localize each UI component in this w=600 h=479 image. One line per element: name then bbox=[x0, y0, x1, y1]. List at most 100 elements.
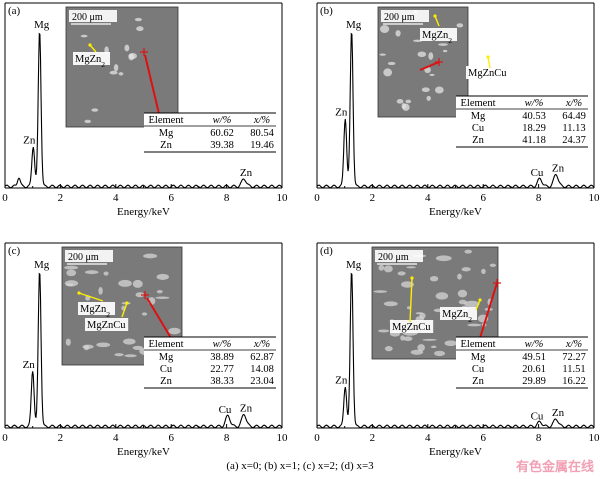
x-tick-label: 6 bbox=[480, 432, 486, 444]
table-cell: Mg bbox=[471, 352, 486, 363]
phase-label-box bbox=[78, 302, 115, 315]
grain-boundary-phase bbox=[64, 265, 79, 270]
grain-boundary-phase bbox=[406, 266, 416, 269]
x-tick-label: 8 bbox=[536, 432, 542, 444]
table-cell: Zn bbox=[160, 376, 172, 387]
grain-boundary-phase bbox=[383, 68, 393, 77]
table-cell: 41.18 bbox=[522, 135, 546, 146]
grain-boundary-phase bbox=[434, 86, 444, 94]
phase-arrow-head bbox=[125, 301, 129, 305]
grain-boundary-phase bbox=[103, 271, 109, 276]
phase-arrow bbox=[121, 302, 128, 318]
grain-boundary-phase bbox=[434, 350, 446, 357]
peak-label: Zn bbox=[23, 359, 36, 371]
grain-boundary-phase bbox=[383, 301, 398, 307]
grain-boundary-phase bbox=[395, 30, 401, 37]
grain-boundary-phase bbox=[136, 26, 144, 32]
eds-arrow bbox=[479, 282, 498, 339]
x-tick-label: 0 bbox=[314, 432, 320, 444]
x-axis-label: Energy/keV bbox=[117, 206, 170, 218]
peak-label: Zn bbox=[335, 374, 348, 386]
grain-boundary-phase bbox=[401, 281, 414, 288]
table-header: w/% bbox=[213, 339, 232, 350]
peak-label: Zn bbox=[552, 407, 565, 419]
x-tick-label: 8 bbox=[536, 192, 542, 204]
grain-boundary-phase bbox=[118, 72, 124, 76]
composition-table bbox=[456, 337, 588, 388]
peak-label: Mg bbox=[346, 259, 362, 271]
grain-boundary-phase bbox=[91, 108, 99, 112]
x-tick-label: 8 bbox=[224, 432, 230, 444]
table-cell: 40.53 bbox=[522, 111, 546, 122]
phase-label: MgZnCu bbox=[87, 320, 126, 331]
grain-boundary-phase bbox=[426, 95, 431, 101]
peak-label: Mg bbox=[346, 19, 362, 31]
phase-arrow-head bbox=[410, 276, 414, 280]
grain-boundary-phase bbox=[387, 61, 396, 66]
grain-boundary-phase bbox=[84, 270, 99, 275]
scale-bar-box bbox=[65, 250, 113, 262]
grain-boundary-phase bbox=[373, 290, 388, 293]
grain-boundary-phase bbox=[383, 265, 393, 273]
grain-boundary-phase bbox=[379, 25, 390, 33]
grain-boundary-phase bbox=[442, 49, 448, 53]
peak-label: Cu bbox=[531, 410, 544, 422]
grain-boundary-phase bbox=[397, 271, 406, 276]
eds-arrow bbox=[146, 297, 175, 344]
scale-bar-box bbox=[381, 10, 429, 22]
panel-label: (b) bbox=[320, 5, 333, 17]
table-cell: 19.46 bbox=[250, 140, 274, 151]
peak-label: Zn bbox=[335, 106, 348, 118]
table-header: x/% bbox=[253, 115, 271, 126]
grain-boundary-phase bbox=[156, 290, 163, 294]
table-header: w/% bbox=[525, 339, 544, 350]
grain-boundary-phase bbox=[65, 338, 71, 346]
peak-label: Zn bbox=[552, 163, 565, 175]
composition-table bbox=[144, 113, 276, 152]
x-tick-label: 8 bbox=[224, 192, 230, 204]
table-header: Element bbox=[149, 339, 184, 350]
phase-arrow bbox=[475, 299, 481, 311]
x-tick-label: 0 bbox=[2, 192, 8, 204]
x-tick-label: 4 bbox=[113, 432, 119, 444]
x-tick-label: 4 bbox=[113, 192, 119, 204]
peak-label: Mg bbox=[34, 259, 50, 271]
scale-bar-box bbox=[69, 10, 117, 22]
grain-boundary-phase bbox=[464, 249, 472, 254]
grain-boundary-phase bbox=[435, 292, 449, 300]
x-tick-label: 4 bbox=[425, 432, 431, 444]
table-cell: 39.38 bbox=[210, 140, 234, 151]
spectrum-line bbox=[4, 272, 283, 429]
x-tick-label: 4 bbox=[425, 192, 431, 204]
peak-label: Cu bbox=[219, 404, 232, 416]
grain-boundary-phase bbox=[84, 119, 92, 124]
panel-label: (a) bbox=[8, 5, 21, 17]
phase-label: MgZnCu bbox=[392, 322, 431, 333]
peak-label: Zn bbox=[240, 167, 253, 179]
figure-caption: (a) x=0; (b) x=1; (c) x=2; (d) x=3 bbox=[226, 460, 374, 472]
watermark: 有色金属在线 bbox=[515, 460, 594, 475]
grain-boundary-phase bbox=[429, 73, 435, 77]
grain-boundary-phase bbox=[65, 283, 74, 287]
table-cell: Zn bbox=[472, 376, 484, 387]
grain-boundary-phase bbox=[464, 300, 480, 308]
table-cell: Mg bbox=[159, 128, 174, 139]
phase-label: MgZn2 bbox=[422, 30, 452, 45]
phase-label-box bbox=[466, 66, 510, 79]
grain-boundary-phase bbox=[401, 103, 406, 110]
grain-boundary-phase bbox=[80, 34, 88, 38]
grain-boundary-phase bbox=[422, 338, 437, 341]
eds-arrow bbox=[144, 54, 161, 119]
phase-arrow-head bbox=[88, 43, 92, 47]
grain-boundary-phase bbox=[413, 39, 422, 42]
table-header: x/% bbox=[565, 98, 583, 109]
grain-boundary-phase bbox=[128, 53, 137, 59]
grain-boundary-phase bbox=[428, 52, 434, 60]
grain-boundary-phase bbox=[82, 344, 94, 349]
scale-bar-text: 200 μm bbox=[378, 252, 409, 263]
x-axis-label: Energy/keV bbox=[429, 206, 482, 218]
grain-boundary-phase bbox=[457, 289, 468, 298]
